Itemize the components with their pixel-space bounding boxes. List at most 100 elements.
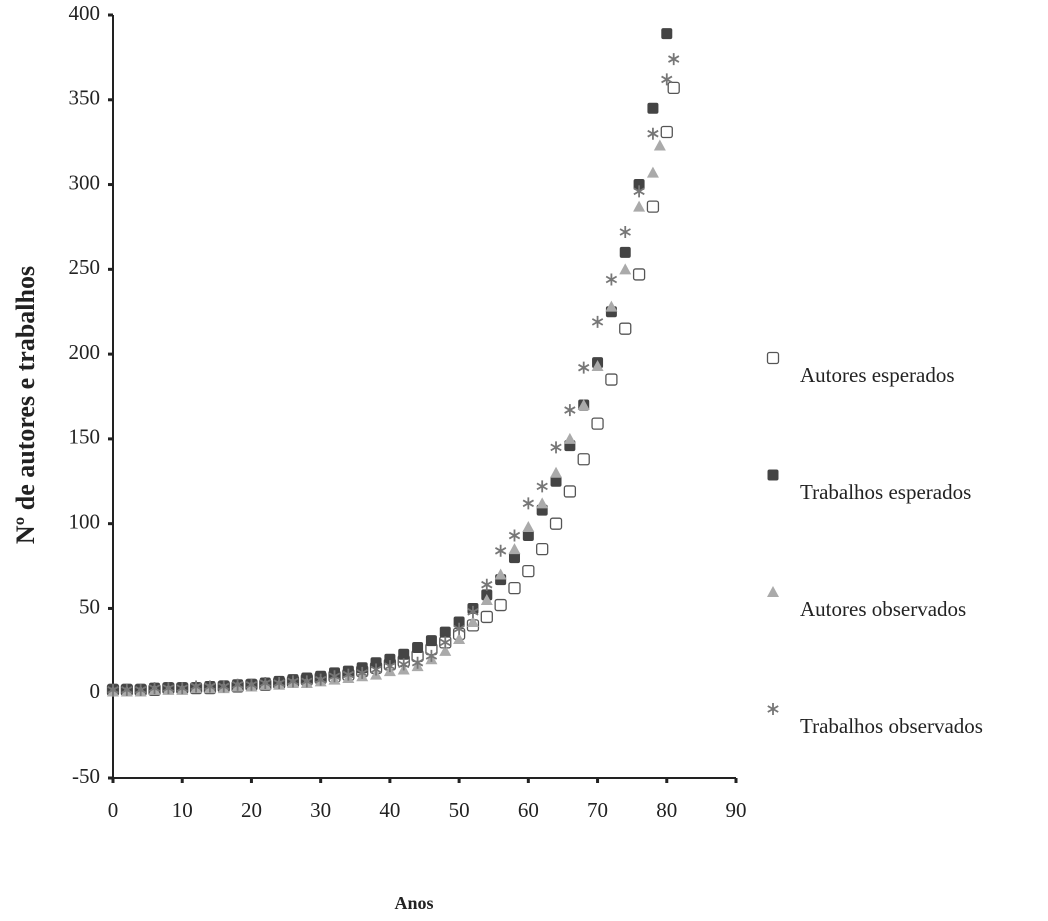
- point: [661, 73, 673, 86]
- point: [453, 622, 465, 635]
- y-tick-label: 250: [69, 255, 101, 279]
- point: [398, 658, 410, 671]
- point: [314, 673, 327, 686]
- point: [549, 517, 563, 530]
- point: [647, 127, 659, 140]
- point: [494, 598, 507, 612]
- point: [508, 581, 521, 595]
- point: [425, 649, 438, 662]
- point: [273, 677, 285, 690]
- point: [301, 675, 313, 688]
- legend-label: Autores esperados: [800, 363, 955, 387]
- legend-marker: [766, 351, 780, 365]
- point: [480, 593, 493, 605]
- y-tick-label: -50: [72, 764, 100, 788]
- y-tick-label: 300: [69, 170, 101, 194]
- point: [328, 670, 341, 683]
- point: [467, 605, 479, 618]
- point: [370, 657, 382, 669]
- point: [619, 263, 632, 275]
- point: [466, 616, 479, 628]
- point: [550, 475, 562, 487]
- point: [494, 544, 507, 557]
- legend-marker: [767, 703, 779, 715]
- point: [536, 542, 549, 556]
- point: [245, 678, 258, 691]
- point: [632, 268, 646, 281]
- point: [661, 28, 673, 40]
- point: [646, 166, 659, 178]
- x-tick-label: 80: [656, 798, 677, 822]
- point: [162, 682, 175, 695]
- legend-label: Trabalhos esperados: [800, 480, 971, 504]
- point: [591, 359, 604, 371]
- point: [536, 480, 548, 493]
- x-tick-label: 10: [172, 798, 193, 822]
- point: [536, 497, 549, 509]
- point: [121, 683, 133, 696]
- y-tick-label: 100: [69, 509, 101, 533]
- point: [508, 529, 521, 542]
- point: [633, 185, 645, 198]
- point: [619, 246, 631, 258]
- point: [176, 682, 188, 695]
- point: [605, 273, 618, 286]
- point: [411, 656, 424, 669]
- point: [204, 680, 216, 693]
- point: [578, 361, 590, 374]
- point: [384, 660, 396, 673]
- x-tick-label: 50: [449, 798, 470, 822]
- point: [439, 626, 451, 638]
- point: [668, 53, 680, 66]
- point: [550, 466, 563, 478]
- point: [591, 417, 604, 430]
- point: [508, 543, 521, 555]
- point: [522, 564, 535, 578]
- point: [591, 315, 604, 328]
- legend-marker: [767, 586, 779, 597]
- x-tick-label: 60: [518, 798, 539, 822]
- y-tick-label: 200: [69, 340, 101, 364]
- x-tick-label: 40: [379, 798, 400, 822]
- legend-label: Trabalhos observados: [800, 714, 983, 738]
- y-tick-label: 0: [90, 679, 101, 703]
- point: [563, 432, 576, 444]
- point: [522, 497, 535, 510]
- point: [412, 641, 424, 653]
- point: [563, 485, 577, 498]
- point: [619, 322, 632, 335]
- point: [287, 675, 299, 688]
- x-tick-label: 90: [726, 798, 747, 822]
- y-tick-label: 400: [69, 1, 101, 25]
- point: [522, 530, 534, 542]
- point: [564, 404, 576, 417]
- point: [647, 102, 659, 114]
- point: [453, 632, 466, 644]
- point: [494, 568, 507, 580]
- point: [439, 644, 452, 656]
- x-tick-label: 70: [587, 798, 608, 822]
- point: [356, 666, 368, 679]
- y-tick-label: 150: [69, 425, 101, 449]
- point: [480, 610, 493, 624]
- point: [218, 680, 230, 693]
- x-tick-label: 30: [310, 798, 331, 822]
- y-tick-label: 50: [79, 594, 100, 618]
- point: [453, 616, 465, 628]
- point: [619, 226, 631, 239]
- point: [508, 552, 520, 564]
- point: [384, 653, 396, 665]
- point: [522, 521, 535, 533]
- point: [398, 648, 410, 660]
- point: [633, 179, 645, 191]
- point: [425, 635, 437, 647]
- point: [660, 125, 673, 139]
- point: [481, 578, 493, 591]
- x-tick-label: 20: [241, 798, 262, 822]
- point: [370, 663, 382, 676]
- point: [107, 683, 119, 696]
- point: [231, 678, 244, 691]
- point: [135, 683, 147, 696]
- point: [190, 680, 202, 693]
